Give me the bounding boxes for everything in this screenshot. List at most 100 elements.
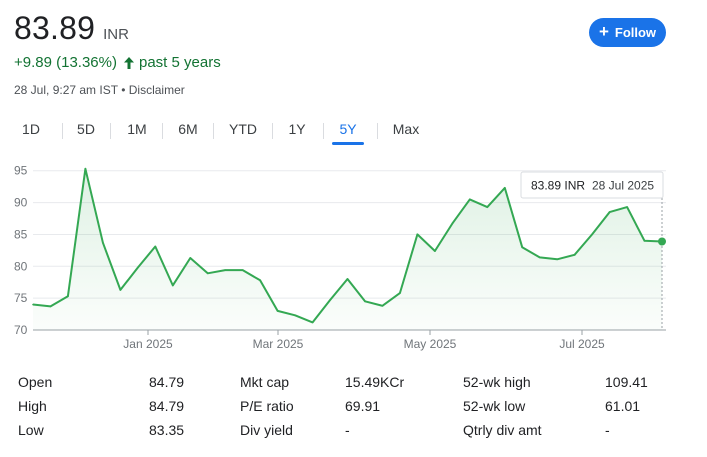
data-point xyxy=(189,257,192,259)
current-point-marker xyxy=(658,237,666,246)
data-point xyxy=(626,206,628,208)
stat-value: - xyxy=(605,422,610,438)
change-value: +9.89 (13.36%) xyxy=(14,54,117,71)
stat-value: 83.35 xyxy=(149,422,185,438)
data-point xyxy=(399,292,401,294)
tab-6m[interactable]: 6M xyxy=(178,121,198,137)
plus-icon: + xyxy=(598,21,609,41)
data-point xyxy=(137,266,139,269)
tab-divider xyxy=(213,123,214,139)
tab-divider xyxy=(62,123,63,139)
meta-separator: • xyxy=(121,83,126,97)
data-point xyxy=(119,289,122,291)
data-point xyxy=(32,303,34,306)
current-price: 83.89 xyxy=(14,10,96,46)
stat-label: 52-wk high xyxy=(463,374,531,390)
stat-label: Mkt cap xyxy=(240,374,290,390)
y-tick-label: 90 xyxy=(14,196,28,210)
data-point xyxy=(154,245,157,248)
tab-ytd[interactable]: YTD xyxy=(229,121,257,137)
data-point xyxy=(381,304,384,307)
stat-label: Low xyxy=(18,422,44,438)
data-point xyxy=(276,310,279,312)
data-point xyxy=(486,206,489,208)
x-tick-label: Jul 2025 xyxy=(559,337,605,351)
price-area xyxy=(33,168,662,330)
stat-label: Qtrly div amt xyxy=(463,422,542,438)
price-points xyxy=(32,168,663,324)
stat-label: P/E ratio xyxy=(240,398,294,414)
data-point xyxy=(49,305,52,308)
x-tick-label: May 2025 xyxy=(404,337,457,351)
currency-label: INR xyxy=(103,26,129,43)
x-axis: Jan 2025 Mar 2025 May 2025 Jul 2025 xyxy=(123,330,605,351)
data-point xyxy=(224,269,226,271)
data-point xyxy=(556,258,558,261)
data-point xyxy=(591,233,593,236)
data-point xyxy=(329,299,331,301)
hover-tooltip: 83.89 INR 28 Jul 2025 xyxy=(520,171,664,199)
tab-5d[interactable]: 5D xyxy=(77,121,95,137)
tab-divider xyxy=(110,123,111,139)
data-point xyxy=(84,168,87,170)
data-point xyxy=(573,254,576,256)
y-axis: 95 90 85 80 75 70 xyxy=(14,164,28,337)
y-tick-label: 80 xyxy=(14,259,28,273)
data-point xyxy=(311,321,314,324)
range-tabs: 1D 5D 1M 6M YTD 1Y 5Y Max xyxy=(14,117,421,145)
stat-label: Open xyxy=(18,374,53,390)
tab-divider xyxy=(272,123,273,139)
stat-value: 84.79 xyxy=(149,398,185,414)
data-point xyxy=(294,314,296,317)
y-tick-label: 85 xyxy=(14,227,28,241)
data-point xyxy=(416,233,419,236)
y-tick-label: 75 xyxy=(14,291,28,305)
data-point xyxy=(538,256,541,259)
y-tick-label: 70 xyxy=(14,323,28,337)
arrow-up-icon xyxy=(124,56,134,69)
tooltip-value: 83.89 INR xyxy=(531,179,585,193)
price-change: +9.89 (13.36%) past 5 years xyxy=(14,54,221,71)
tab-5y[interactable]: 5Y xyxy=(332,117,364,145)
data-point xyxy=(643,240,646,242)
stat-value: 15.49KCr xyxy=(345,374,405,390)
tab-divider xyxy=(377,123,378,139)
stat-value: 69.91 xyxy=(345,398,381,414)
data-point xyxy=(171,284,174,287)
tooltip-date: 28 Jul 2025 xyxy=(592,179,654,193)
stat-value: 109.41 xyxy=(605,374,648,390)
tab-1m[interactable]: 1M xyxy=(127,121,147,137)
data-point xyxy=(521,246,524,248)
price-chart: 95 90 85 80 75 70 Jan 2025 Mar 2025 May 2025 Jul… xyxy=(14,164,666,351)
x-tick-label: Jan 2025 xyxy=(123,337,173,351)
stat-value: 61.01 xyxy=(605,398,641,414)
data-point xyxy=(469,198,471,201)
data-point xyxy=(451,222,454,225)
data-point xyxy=(241,269,244,271)
stat-value: - xyxy=(345,422,350,438)
x-tick-label: Mar 2025 xyxy=(253,337,304,351)
quote-meta: 28 Jul, 9:27 am IST • Disclaimer xyxy=(14,83,185,97)
stat-label: 52-wk low xyxy=(463,398,526,414)
data-point xyxy=(67,295,69,298)
y-tick-label: 95 xyxy=(14,164,28,178)
timestamp: 28 Jul, 9:27 am IST xyxy=(14,83,118,97)
stat-label: High xyxy=(18,398,47,414)
price-header: 83.89 INR xyxy=(14,10,129,47)
data-point xyxy=(503,187,506,189)
data-point xyxy=(434,250,436,252)
follow-button[interactable]: + Follow xyxy=(589,18,666,47)
data-point xyxy=(608,211,611,213)
tab-max[interactable]: Max xyxy=(392,121,420,137)
disclaimer-link[interactable]: Disclaimer xyxy=(128,83,185,97)
data-point xyxy=(364,300,366,303)
tab-divider xyxy=(162,123,163,139)
change-period: past 5 years xyxy=(139,54,221,71)
tab-divider xyxy=(323,123,324,139)
data-point xyxy=(206,272,209,275)
tab-1y[interactable]: 1Y xyxy=(288,121,306,137)
data-point xyxy=(102,241,104,244)
data-point xyxy=(346,278,349,280)
stat-value: 84.79 xyxy=(149,374,185,390)
tab-1d[interactable]: 1D xyxy=(22,121,40,137)
